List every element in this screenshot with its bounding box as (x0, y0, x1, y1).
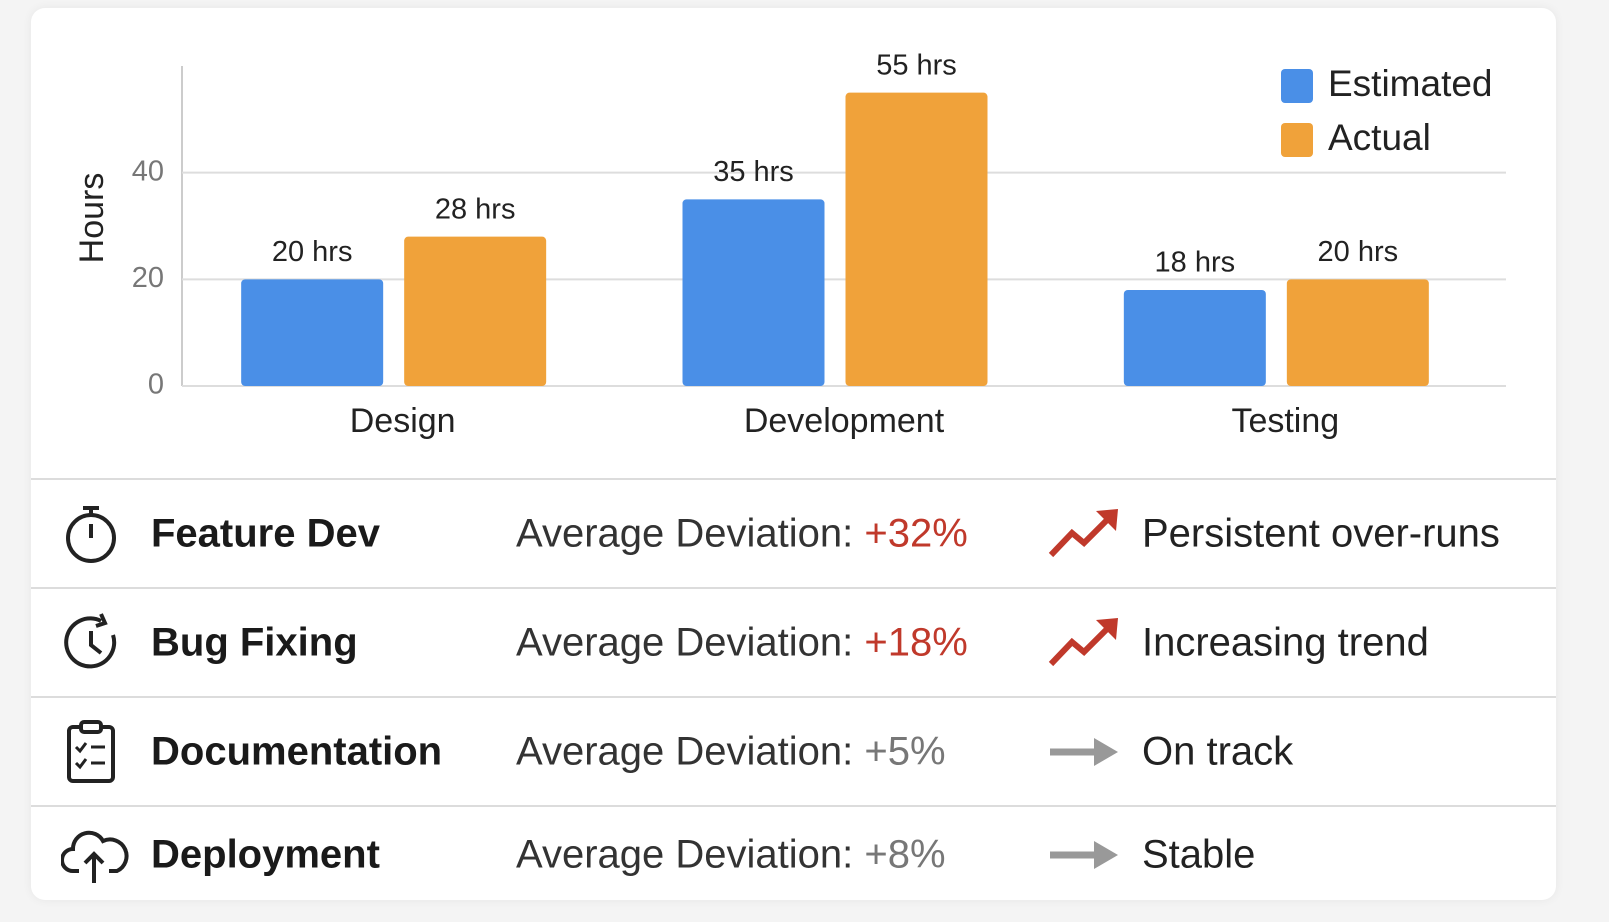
deviation-label: Average Deviation: (516, 729, 854, 774)
row-label: Deployment (151, 832, 380, 876)
y-axis-label: Hours (73, 173, 111, 264)
value-label: 18 hrs (1155, 247, 1236, 279)
trend-text: Persistent over-runs (1142, 511, 1500, 556)
x-tick-label: Design (350, 402, 456, 440)
bar (404, 236, 547, 386)
deviation: Average Deviation: +5% (516, 730, 946, 775)
trend-text: Increasing trend (1142, 620, 1429, 665)
deviation-label: Average Deviation: (516, 620, 854, 665)
cloud-upload-icon (61, 830, 129, 883)
x-tick-label: Testing (1231, 402, 1339, 440)
bar (845, 92, 988, 387)
bar (1123, 290, 1266, 386)
clock-icon (64, 613, 117, 669)
clipboard-icon (67, 720, 115, 783)
x-tick-label: Development (744, 402, 945, 440)
value-label: 28 hrs (435, 193, 516, 225)
trend-text: On track (1142, 729, 1294, 774)
bar (682, 199, 825, 386)
legend-swatch (1281, 69, 1313, 103)
value-label: 20 hrs (1318, 236, 1399, 268)
y-tick-label: 0 (148, 369, 164, 401)
stopwatch-icon (66, 506, 116, 563)
trend-up-icon (1048, 509, 1118, 558)
y-tick-label: 40 (132, 155, 164, 187)
trend-up-icon (1048, 618, 1118, 667)
row-label: Feature Dev (151, 511, 380, 556)
legend-swatch (1281, 123, 1313, 157)
trend-text: Stable (1142, 832, 1256, 876)
deviation-value: +32% (864, 511, 968, 556)
row-label: Bug Fixing (151, 620, 358, 665)
deviation-value: +5% (864, 729, 946, 774)
deviation-value: +8% (864, 832, 946, 876)
deviation-label: Average Deviation: (516, 832, 854, 876)
value-label: 20 hrs (272, 236, 353, 268)
y-tick-label: 20 (132, 262, 164, 294)
table-row: Feature Dev Average Deviation: +32% Pers… (31, 478, 1556, 588)
value-label: 55 hrs (876, 49, 957, 81)
deviation: Average Deviation: +18% (516, 621, 968, 666)
chart: Hours 0 20 40 Design 20 hrs 28 hrs Development… (73, 49, 1506, 440)
table-row: Documentation Average Deviation: +5% On … (31, 696, 1556, 806)
bar (241, 279, 384, 386)
deviation: Average Deviation: +32% (516, 512, 968, 557)
arrow-right-icon (1050, 840, 1118, 869)
legend-label: Actual (1328, 117, 1431, 158)
table-row: Deployment Average Deviation: +8% Stable (31, 805, 1556, 902)
arrow-right-icon (1050, 738, 1118, 766)
bar (1286, 279, 1429, 386)
deviation: Average Deviation: +8% (516, 832, 946, 877)
row-label: Documentation (151, 729, 443, 774)
deviation-value: +18% (864, 620, 968, 665)
deviation-label: Average Deviation: (516, 511, 854, 556)
legend-label: Estimated (1328, 63, 1493, 104)
value-label: 35 hrs (713, 156, 794, 188)
table-row: Bug Fixing Average Deviation: +18% Incre… (31, 587, 1556, 697)
